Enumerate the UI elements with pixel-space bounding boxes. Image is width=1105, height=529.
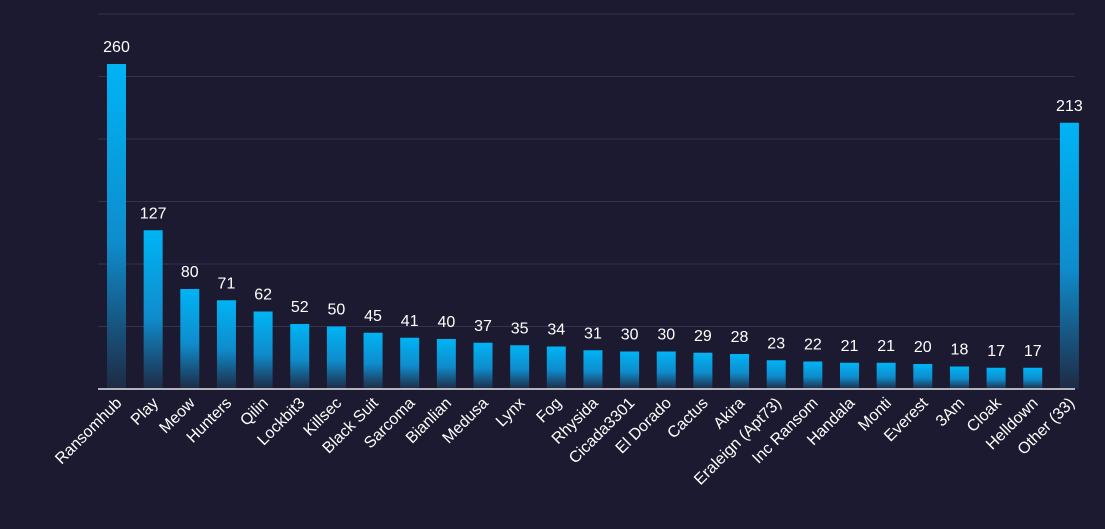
x-tick-label: Fog [534, 395, 566, 427]
bar [876, 362, 896, 389]
bar-value-label: 23 [767, 335, 785, 352]
bar [583, 350, 603, 389]
bar [216, 300, 236, 389]
bar [290, 324, 310, 389]
x-tick-label: 3Am [933, 395, 968, 430]
bar [180, 289, 200, 389]
bar-value-label: 127 [140, 205, 167, 222]
bar [107, 64, 126, 389]
bar-value-label: 50 [328, 302, 346, 319]
bar-value-label: 31 [584, 325, 602, 342]
bar [693, 352, 713, 389]
bar-value-label: 40 [437, 314, 455, 331]
bar [620, 351, 640, 389]
bar-value-label: 71 [218, 275, 236, 292]
bar-value-label: 62 [254, 287, 272, 304]
bar [326, 326, 346, 389]
bar [730, 354, 750, 389]
bar [473, 342, 493, 389]
bar [766, 360, 786, 389]
bar-value-label: 21 [877, 338, 895, 355]
bar [803, 361, 823, 389]
bar-value-label: 260 [103, 39, 130, 56]
bar [1023, 367, 1043, 389]
bar-value-label: 21 [841, 338, 859, 355]
bar-value-label: 22 [804, 337, 822, 354]
bar-value-label: 80 [181, 264, 199, 281]
x-tick-label: Cactus [664, 395, 711, 442]
value-labels: 260 127 80 71 62 52 50 45 41 40 37 35 34 31 30 30 29 28 23… [103, 39, 1083, 360]
x-tick-label: Lynx [493, 395, 528, 430]
x-tick-label: Ransomhub [52, 395, 125, 468]
bar-value-label: 45 [364, 308, 382, 325]
bar-value-label: 17 [1024, 343, 1042, 360]
bar [400, 337, 420, 389]
bar-value-label: 29 [694, 328, 712, 345]
bar-value-label: 213 [1056, 98, 1083, 115]
bar-value-label: 28 [731, 329, 749, 346]
bar-value-label: 20 [914, 339, 932, 356]
bar-value-label: 30 [657, 327, 675, 344]
bar [1059, 122, 1079, 389]
bar [840, 362, 859, 389]
bar-value-label: 18 [951, 342, 969, 359]
bar-value-label: 17 [987, 343, 1005, 360]
bar-value-label: 35 [511, 320, 529, 337]
bar-value-label: 30 [621, 327, 639, 344]
bar-value-label: 34 [547, 322, 565, 339]
bar-value-label: 41 [401, 313, 419, 330]
bar-value-label: 37 [474, 318, 492, 335]
bar-value-label: 52 [291, 299, 309, 316]
bar [656, 351, 676, 389]
bar [986, 367, 1006, 389]
bar [949, 366, 969, 389]
bar [363, 332, 383, 389]
gridlines [98, 13, 1075, 327]
bars [107, 64, 1079, 389]
bar [546, 346, 566, 389]
bar [913, 364, 933, 389]
bar [510, 345, 530, 389]
bar [436, 339, 456, 389]
bar [253, 311, 273, 389]
bar [143, 230, 163, 389]
